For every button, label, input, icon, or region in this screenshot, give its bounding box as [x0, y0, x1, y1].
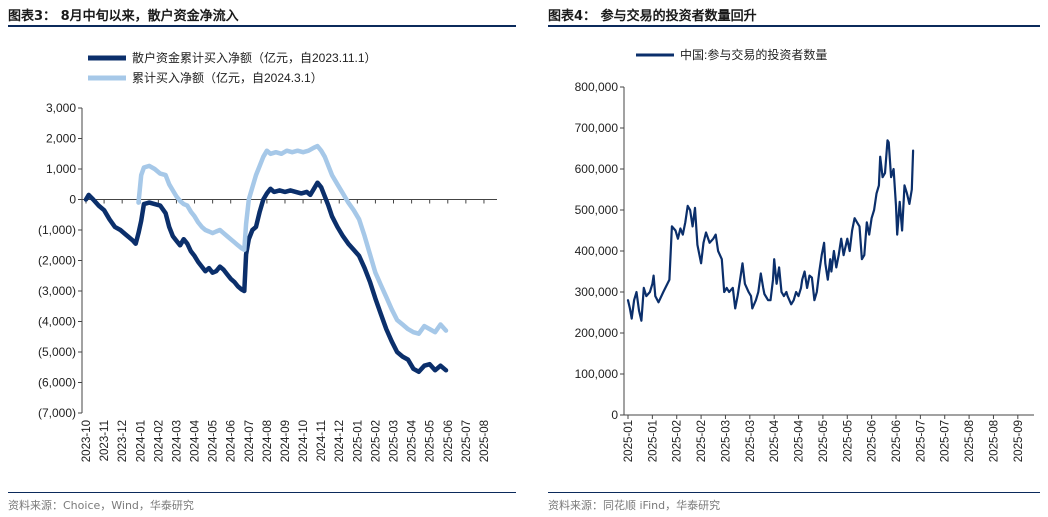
right-y-tick-label: 800,000	[575, 80, 619, 94]
right-y-tick-label: 100,000	[575, 367, 619, 381]
right-y-tick-label: 200,000	[575, 326, 619, 340]
left-x-tick-label: 2025-08	[479, 420, 491, 462]
left-y-tick-label: 0	[69, 193, 76, 207]
right-x-tick-label: 2025-06	[891, 420, 903, 462]
left-x-tick-label: 2023-10	[81, 420, 93, 462]
left-x-tick-label: 2023-12	[117, 420, 129, 462]
left-title-rule	[8, 25, 516, 27]
right-x-tick-label: 2025-09	[1013, 420, 1025, 462]
left-x-tick-label: 2025-01	[352, 420, 364, 462]
left-x-tick-label: 2024-08	[262, 420, 274, 462]
right-x-tick-label: 2025-08	[988, 420, 1000, 462]
right-y-tick-label: 600,000	[575, 162, 619, 176]
right-title-rule	[548, 25, 1040, 27]
right-x-tick-label: 2025-03	[720, 420, 732, 462]
right-source-rule	[548, 492, 1040, 493]
right-legend-label-1: 中国:参与交易的投资者数量	[680, 47, 827, 62]
left-x-tick-label: 2024-04	[190, 419, 202, 462]
right-x-tick-label: 2025-05	[842, 420, 854, 462]
left-x-tick-label: 2024-11	[316, 420, 328, 461]
left-x-tick-label: 2025-03	[389, 420, 401, 462]
left-x-tick-label: 2024-01	[135, 420, 147, 462]
right-x-tick-label: 2025-02	[696, 420, 708, 462]
left-x-tick-label: 2025-07	[461, 420, 473, 462]
left-x-tick-label: 2024-06	[226, 420, 238, 462]
left-y-tick-label: (6,000)	[38, 376, 76, 390]
left-y-tick-label: (3,000)	[38, 284, 76, 298]
left-x-tick-label: 2025-05	[425, 420, 437, 462]
left-legend-label-2: 累计买入净额（亿元，自2024.3.1）	[132, 70, 323, 85]
right-y-tick-label: 300,000	[575, 285, 619, 299]
left-y-tick-label: 1,000	[46, 162, 76, 176]
left-chart-title: 图表3： 8月中旬以来，散户资金净流入	[8, 9, 239, 24]
left-x-tick-label: 2024-09	[280, 420, 292, 462]
left-y-tick-label: (2,000)	[38, 254, 76, 268]
right-y-tick-label: 0	[611, 408, 618, 422]
right-x-tick-label: 2025-04	[794, 419, 806, 462]
left-x-tick-label: 2024-12	[334, 420, 346, 462]
right-y-tick-label: 500,000	[575, 203, 619, 217]
left-y-tick-label: 2,000	[46, 132, 76, 146]
right-x-tick-label: 2025-07	[940, 420, 952, 462]
left-y-tick-label: (1,000)	[38, 223, 76, 237]
left-x-tick-label: 2024-07	[244, 420, 256, 462]
right-x-tick-label: 2025-06	[867, 420, 879, 462]
left-y-tick-label: (7,000)	[38, 406, 76, 420]
left-x-tick-label: 2024-02	[153, 420, 165, 462]
left-series-line-2	[136, 143, 449, 336]
right-source: 资料来源：同花顺 iFind，华泰研究	[548, 499, 721, 512]
right-y-tick-label: 700,000	[575, 121, 619, 135]
right-x-tick-label: 2025-08	[964, 420, 976, 462]
left-series-line-1	[83, 180, 449, 375]
left-y-tick-label: (5,000)	[38, 345, 76, 359]
right-y-tick-label: 400,000	[575, 244, 619, 258]
left-legend-label-1: 散户资金累计买入净额（亿元，自2023.11.1）	[132, 50, 377, 65]
right-x-tick-label: 2025-02	[672, 420, 684, 462]
left-x-tick-label: 2025-04	[407, 419, 419, 462]
left-y-tick-label: 3,000	[46, 101, 76, 115]
right-x-tick-label: 2025-07	[915, 420, 927, 462]
left-x-tick-label: 2023-11	[99, 420, 111, 461]
right-x-tick-label: 2025-01	[623, 420, 635, 462]
left-x-tick-label: 2025-02	[370, 420, 382, 462]
left-y-tick-label: (4,000)	[38, 315, 76, 329]
right-x-tick-label: 2025-01	[647, 420, 659, 462]
left-x-tick-label: 2024-03	[171, 420, 183, 462]
left-x-tick-label: 2024-05	[208, 420, 220, 462]
right-x-tick-label: 2025-05	[818, 420, 830, 462]
left-source: 资料来源：Choice，Wind，华泰研究	[8, 499, 194, 512]
right-series-line-1	[626, 139, 915, 322]
left-x-tick-label: 2024-10	[298, 420, 310, 462]
left-source-rule	[8, 492, 516, 493]
right-x-tick-label: 2025-03	[745, 420, 757, 462]
right-chart-title: 图表4： 参与交易的投资者数量回升	[548, 9, 757, 24]
left-x-tick-label: 2025-06	[443, 420, 455, 462]
right-x-tick-label: 2025-04	[769, 419, 781, 462]
